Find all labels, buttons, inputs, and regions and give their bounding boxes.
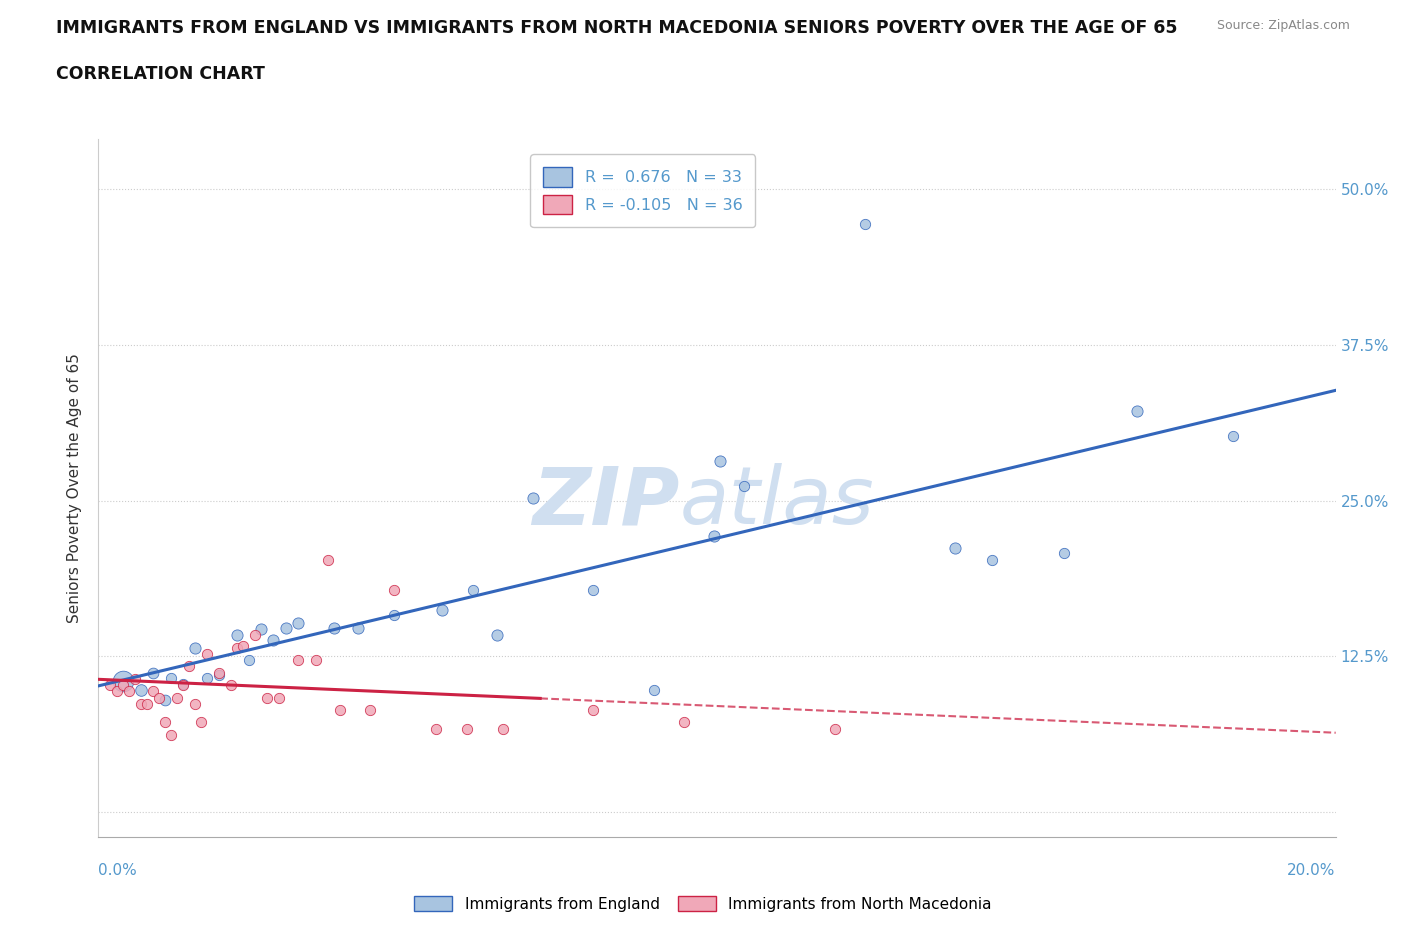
Point xyxy=(582,583,605,598)
Text: IMMIGRANTS FROM ENGLAND VS IMMIGRANTS FROM NORTH MACEDONIA SENIORS POVERTY OVER : IMMIGRANTS FROM ENGLAND VS IMMIGRANTS FR… xyxy=(56,19,1178,36)
Point xyxy=(100,678,122,693)
Text: ZIP: ZIP xyxy=(533,463,681,541)
Point xyxy=(305,653,328,668)
Point xyxy=(195,646,218,661)
Point xyxy=(733,478,755,493)
Point xyxy=(245,628,267,643)
Point xyxy=(456,721,478,736)
Point xyxy=(184,640,207,655)
Point xyxy=(153,715,176,730)
Point xyxy=(672,715,695,730)
Point xyxy=(329,702,352,717)
Point xyxy=(853,217,876,232)
Point xyxy=(166,690,188,705)
Point xyxy=(172,678,194,693)
Point xyxy=(643,683,665,698)
Point xyxy=(124,671,146,686)
Point xyxy=(425,721,447,736)
Point xyxy=(219,678,242,693)
Point xyxy=(226,628,249,643)
Point xyxy=(232,639,254,654)
Point xyxy=(184,697,207,711)
Point xyxy=(461,583,484,598)
Point xyxy=(142,684,165,698)
Point xyxy=(105,684,128,698)
Point xyxy=(226,640,249,655)
Text: CORRELATION CHART: CORRELATION CHART xyxy=(56,65,266,83)
Point xyxy=(274,620,297,635)
Point xyxy=(287,653,309,668)
Point xyxy=(492,721,515,736)
Legend: Immigrants from England, Immigrants from North Macedonia: Immigrants from England, Immigrants from… xyxy=(408,889,998,918)
Point xyxy=(485,628,508,643)
Point xyxy=(117,684,139,698)
Point xyxy=(142,665,165,680)
Point xyxy=(172,676,194,691)
Point xyxy=(709,454,731,469)
Point xyxy=(322,620,344,635)
Point xyxy=(1222,429,1244,444)
Point xyxy=(287,616,309,631)
Point xyxy=(359,702,381,717)
Point xyxy=(208,668,231,683)
Point xyxy=(129,697,152,711)
Legend: R =  0.676   N = 33, R = -0.105   N = 36: R = 0.676 N = 33, R = -0.105 N = 36 xyxy=(530,154,755,227)
Point xyxy=(129,683,152,698)
Point xyxy=(111,678,134,693)
Point xyxy=(160,727,183,742)
Point xyxy=(135,697,157,711)
Point xyxy=(190,715,212,730)
Point xyxy=(316,553,339,568)
Text: atlas: atlas xyxy=(681,463,875,541)
Point xyxy=(238,653,260,668)
Point xyxy=(148,690,170,705)
Point xyxy=(582,702,605,717)
Point xyxy=(703,528,725,543)
Point xyxy=(1053,546,1076,561)
Point xyxy=(153,693,176,708)
Point xyxy=(177,659,200,674)
Point xyxy=(269,690,291,705)
Point xyxy=(824,721,846,736)
Point xyxy=(250,621,273,636)
Text: 0.0%: 0.0% xyxy=(98,863,138,878)
Text: 20.0%: 20.0% xyxy=(1288,863,1336,878)
Point xyxy=(195,671,218,685)
Text: Source: ZipAtlas.com: Source: ZipAtlas.com xyxy=(1216,19,1350,32)
Point xyxy=(382,608,405,623)
Point xyxy=(347,620,370,635)
Point xyxy=(208,665,231,680)
Point xyxy=(522,491,544,506)
Point xyxy=(160,671,183,685)
Y-axis label: Seniors Poverty Over the Age of 65: Seniors Poverty Over the Age of 65 xyxy=(67,353,83,623)
Point xyxy=(262,632,284,647)
Point xyxy=(1125,404,1147,418)
Point xyxy=(432,603,454,618)
Point xyxy=(980,553,1002,568)
Point xyxy=(256,690,278,705)
Point xyxy=(945,540,967,555)
Point xyxy=(382,583,405,598)
Point xyxy=(111,674,134,689)
